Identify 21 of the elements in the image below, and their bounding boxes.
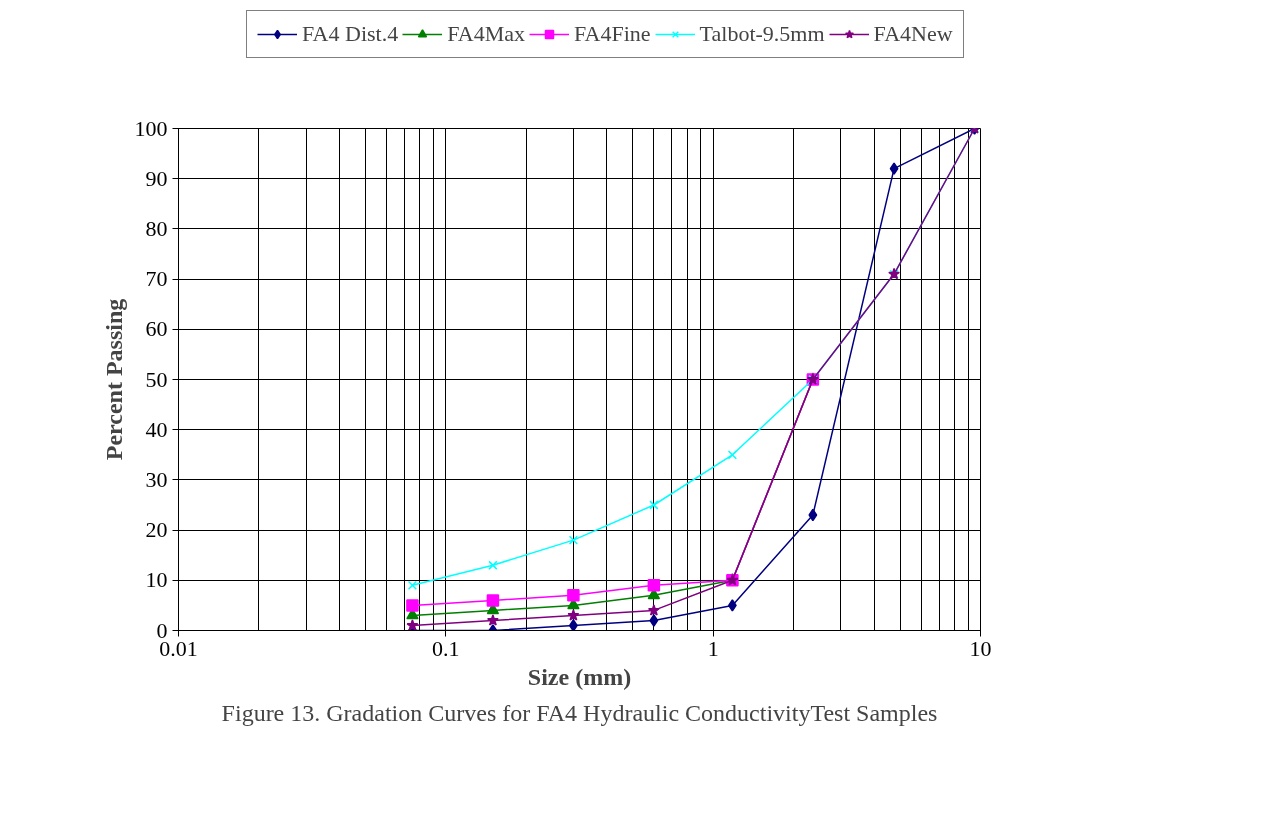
x-axis-title: Size (mm) (527, 663, 632, 690)
x-tick-label: 1 (707, 635, 719, 661)
y-axis-title: Percent Passing (100, 298, 127, 461)
y-tick-label: 40 (145, 416, 168, 442)
y-tick-label: 60 (145, 316, 168, 342)
legend-label: FA4Fine (574, 21, 651, 47)
y-tick-label: 80 (145, 215, 168, 241)
caption: Figure 13. Gradation Curves for FA4 Hydraulic ConductivityTest Samples (221, 699, 938, 726)
legend-label: Talbot-9.5mm (699, 21, 825, 47)
y-tick-label: 100 (134, 115, 168, 141)
y-tick-label: 50 (145, 366, 168, 392)
y-tick-label: 30 (145, 466, 168, 492)
legend-label: FA4 Dist.4 (302, 21, 399, 47)
legend-label: FA4New (873, 21, 953, 47)
y-tick-label: 70 (145, 266, 168, 292)
y-tick-label: 90 (145, 165, 168, 191)
x-tick-label: 10 (969, 635, 992, 661)
y-tick-label: 20 (145, 517, 168, 543)
legend-label: FA4Max (447, 21, 525, 47)
y-tick-label: 10 (145, 567, 168, 593)
x-tick-label: 0.1 (432, 635, 460, 661)
